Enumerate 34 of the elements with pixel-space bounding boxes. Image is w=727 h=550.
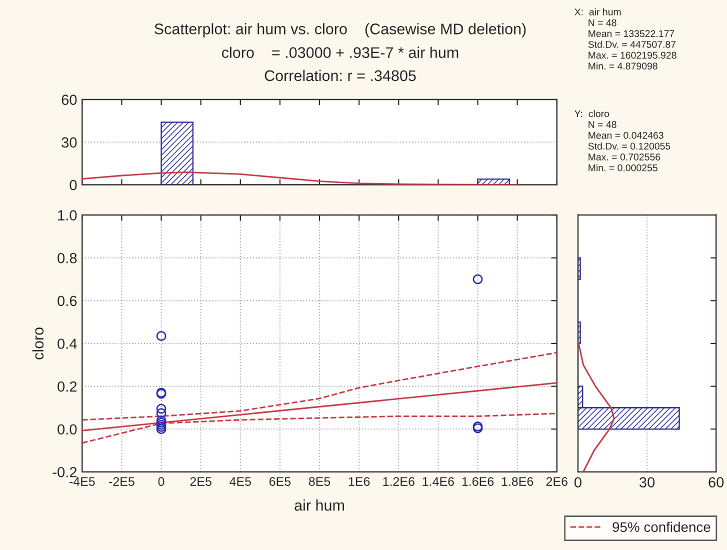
y-tick-label: 0.2 [58,381,77,392]
x-tick-label: 30 [639,477,655,488]
chart-title: Scatterplot: air hum vs. cloro (Casewise MD deletion) [154,23,526,38]
y-tick-label: 0.8 [58,252,77,264]
chart-subtitle: cloro = .03000 + .93E-7 * air hum [222,46,458,58]
y-tick-label: 1.0 [58,210,77,220]
y-tick-label: 0.0 [58,424,77,435]
text: X: air hum N = 48 Mean = 133522.177 Std.Dv. = 447507.87 Max. = 1602195.928 Min. = 4.879098 [574,8,676,70]
x-tick-label: 1.8E6 [502,477,534,486]
legend-label: 95% confidence [612,522,710,532]
text: Y: cloro N = 48 Mean = 0.042463 Std.Dv. = 0.120055 Max. = 0.702556 Min. = 0.000255 [574,110,670,172]
x-tick-label: 0 [158,477,164,486]
x-tick-label: 0 [574,477,582,488]
x-tick-label: 2E5 [190,477,212,486]
x-tick-label: 1.2E6 [383,477,414,486]
x-tick-label: 1.4E6 [422,477,454,486]
x-tick-label: 1E6 [348,477,370,486]
x-tick-label: 4E5 [230,477,251,486]
y-axis-title: cloro [32,328,44,360]
y-tick-label: -0.2 [52,467,77,478]
y-tick-label: 0.4 [58,338,77,349]
x-tick-label: 60 [708,477,724,488]
y-tick-label: 0 [70,180,77,190]
x-tick-label: 2E6 [546,477,568,486]
x-tick-label: 8E5 [308,477,330,486]
text: Correlation: r = .34805 [264,70,416,82]
x-tick-label: 6E5 [269,477,291,486]
x-tick-label: -4E5 [70,477,95,486]
x-tick-label: 1.6E6 [462,477,494,486]
y-tick-label: 30 [62,137,77,148]
y-tick-label: 0.6 [58,296,77,306]
y-tick-label: 60 [62,94,77,105]
x-axis-title: air hum [294,500,344,511]
x-tick-label: -2E5 [109,477,134,486]
